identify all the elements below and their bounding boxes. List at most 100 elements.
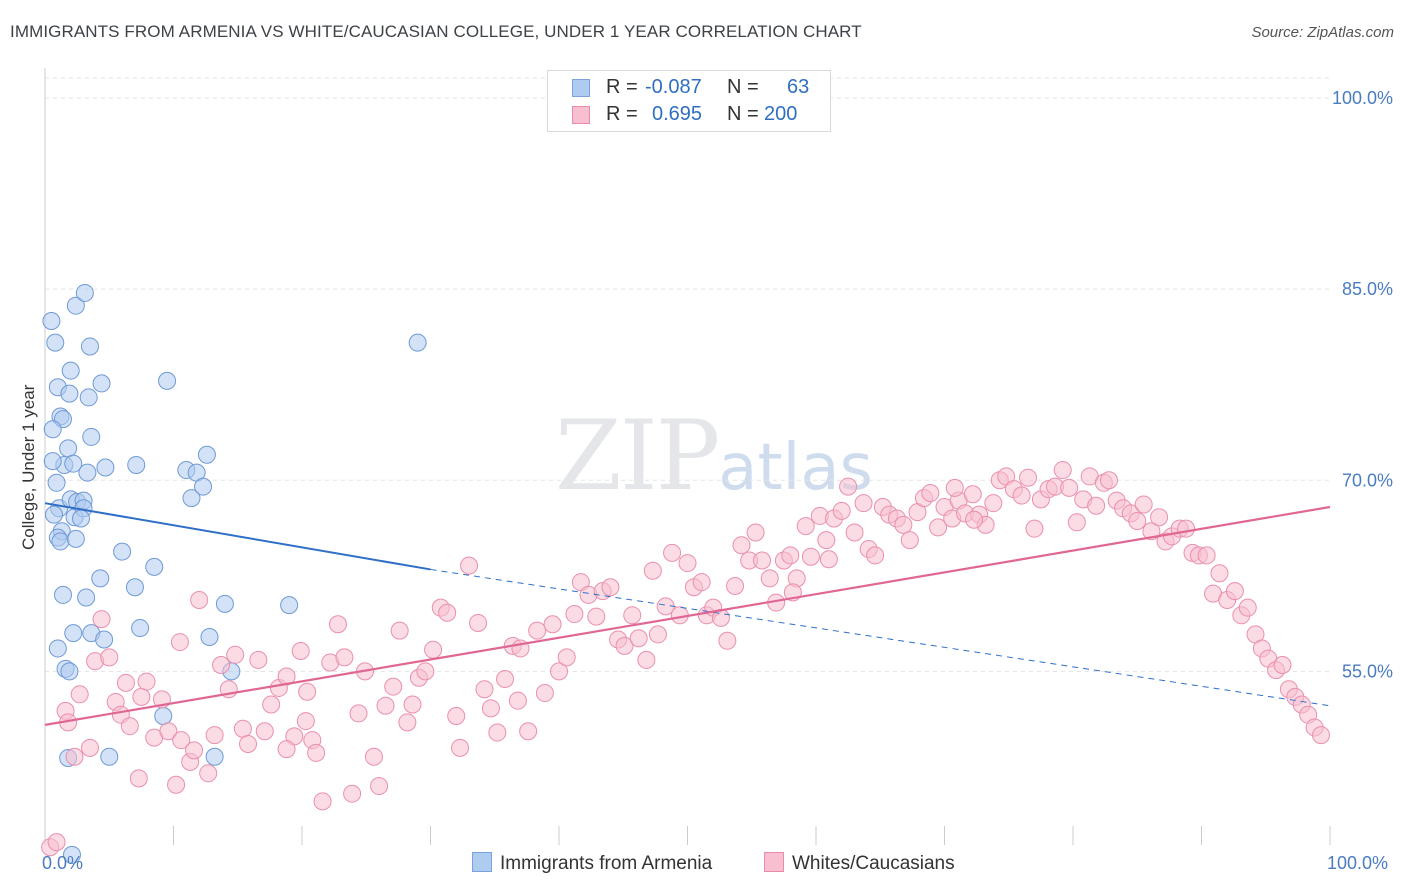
data-point: [488, 723, 507, 742]
data-point: [519, 722, 538, 741]
data-point: [718, 631, 737, 650]
data-point: [845, 523, 864, 542]
data-point: [746, 523, 765, 542]
data-point: [158, 371, 177, 390]
data-point: [132, 687, 151, 706]
data-point: [47, 473, 66, 492]
data-point: [1128, 512, 1147, 531]
data-point: [866, 546, 885, 565]
data-point: [643, 561, 662, 580]
bottom-legend-label-armenia: Immigrants from Armenia: [500, 853, 713, 874]
data-point: [116, 673, 135, 692]
data-point: [200, 627, 219, 646]
source-credit: Source: ZipAtlas.com: [1251, 24, 1394, 41]
data-point: [781, 546, 800, 565]
x-tick-label: 100.0%: [1327, 853, 1388, 873]
data-point: [623, 606, 642, 625]
legend-r-value: -0.087: [645, 76, 702, 98]
data-point: [1053, 461, 1072, 480]
data-point: [64, 454, 83, 473]
data-point: [1210, 564, 1229, 583]
legend-r-label: R =: [606, 103, 638, 125]
data-point: [60, 384, 79, 403]
watermark: ZIPatlas: [555, 400, 873, 512]
data-point: [801, 547, 820, 566]
legend-r-value: 0.695: [652, 103, 703, 125]
trend-line-armenia-extension: [430, 568, 1331, 707]
data-point: [424, 640, 443, 659]
data-point: [137, 672, 156, 691]
data-point: [535, 684, 554, 703]
data-point: [296, 712, 315, 731]
data-point: [615, 636, 634, 655]
data-point: [753, 551, 772, 570]
data-point: [291, 641, 310, 660]
data-point: [249, 650, 268, 669]
data-point: [233, 719, 252, 738]
data-point: [190, 591, 209, 610]
data-point: [1273, 656, 1292, 675]
data-point: [127, 455, 146, 474]
data-point: [182, 489, 201, 508]
legend-box: R = -0.087 N = 63 R = 0.695 N = 200: [547, 70, 831, 132]
data-point: [1312, 726, 1331, 745]
data-point: [79, 388, 98, 407]
data-point: [469, 613, 488, 632]
data-point: [43, 420, 62, 439]
data-point: [832, 501, 851, 520]
data-point: [194, 477, 213, 496]
data-point: [100, 747, 119, 766]
trend-line-whites: [44, 505, 1331, 726]
data-point: [1025, 519, 1044, 538]
data-point: [550, 662, 568, 681]
data-point: [854, 494, 873, 513]
trend-line-armenia: [44, 502, 431, 571]
data-point: [335, 648, 354, 667]
data-point: [53, 585, 72, 604]
data-point: [508, 691, 527, 710]
data-point: [678, 554, 697, 573]
data-point: [945, 478, 964, 497]
data-point: [1134, 495, 1153, 514]
data-point: [1060, 478, 1079, 497]
data-point: [43, 452, 62, 471]
data-point: [528, 621, 547, 640]
data-point: [172, 731, 191, 750]
data-point: [408, 333, 427, 352]
data-point: [637, 650, 656, 669]
tick-labels: 100.0% 85.0% 70.0% 55.0% 0.0% 100.0%: [42, 88, 1393, 873]
data-point: [226, 645, 245, 664]
data-point: [1225, 582, 1244, 601]
data-point: [543, 615, 562, 634]
data-point: [726, 577, 745, 596]
x-tick-label: 0.0%: [42, 853, 83, 873]
data-point: [1197, 546, 1216, 565]
data-point: [894, 515, 913, 534]
data-point: [92, 374, 111, 393]
data-point: [1238, 598, 1257, 617]
data-point: [557, 648, 576, 667]
data-point: [900, 531, 919, 550]
data-point: [629, 629, 648, 648]
data-point: [587, 607, 606, 626]
watermark-zip: ZIP: [555, 400, 720, 512]
data-point: [1012, 486, 1031, 505]
data-point: [929, 518, 948, 537]
data-point: [819, 550, 838, 569]
data-point: [66, 529, 85, 548]
data-point: [154, 706, 173, 725]
data-point: [732, 536, 751, 555]
data-point: [66, 296, 85, 315]
data-point: [376, 696, 395, 715]
legend-n-value: 63: [787, 76, 810, 98]
data-point: [59, 439, 78, 458]
data-point: [1177, 519, 1196, 538]
data-point: [120, 717, 139, 736]
data-point: [663, 543, 682, 562]
legend-n-value: 200: [764, 103, 798, 125]
data-point: [65, 747, 84, 766]
data-point: [313, 792, 332, 811]
bottom-legend-swatch-whites: [764, 852, 784, 872]
data-point: [205, 747, 224, 766]
